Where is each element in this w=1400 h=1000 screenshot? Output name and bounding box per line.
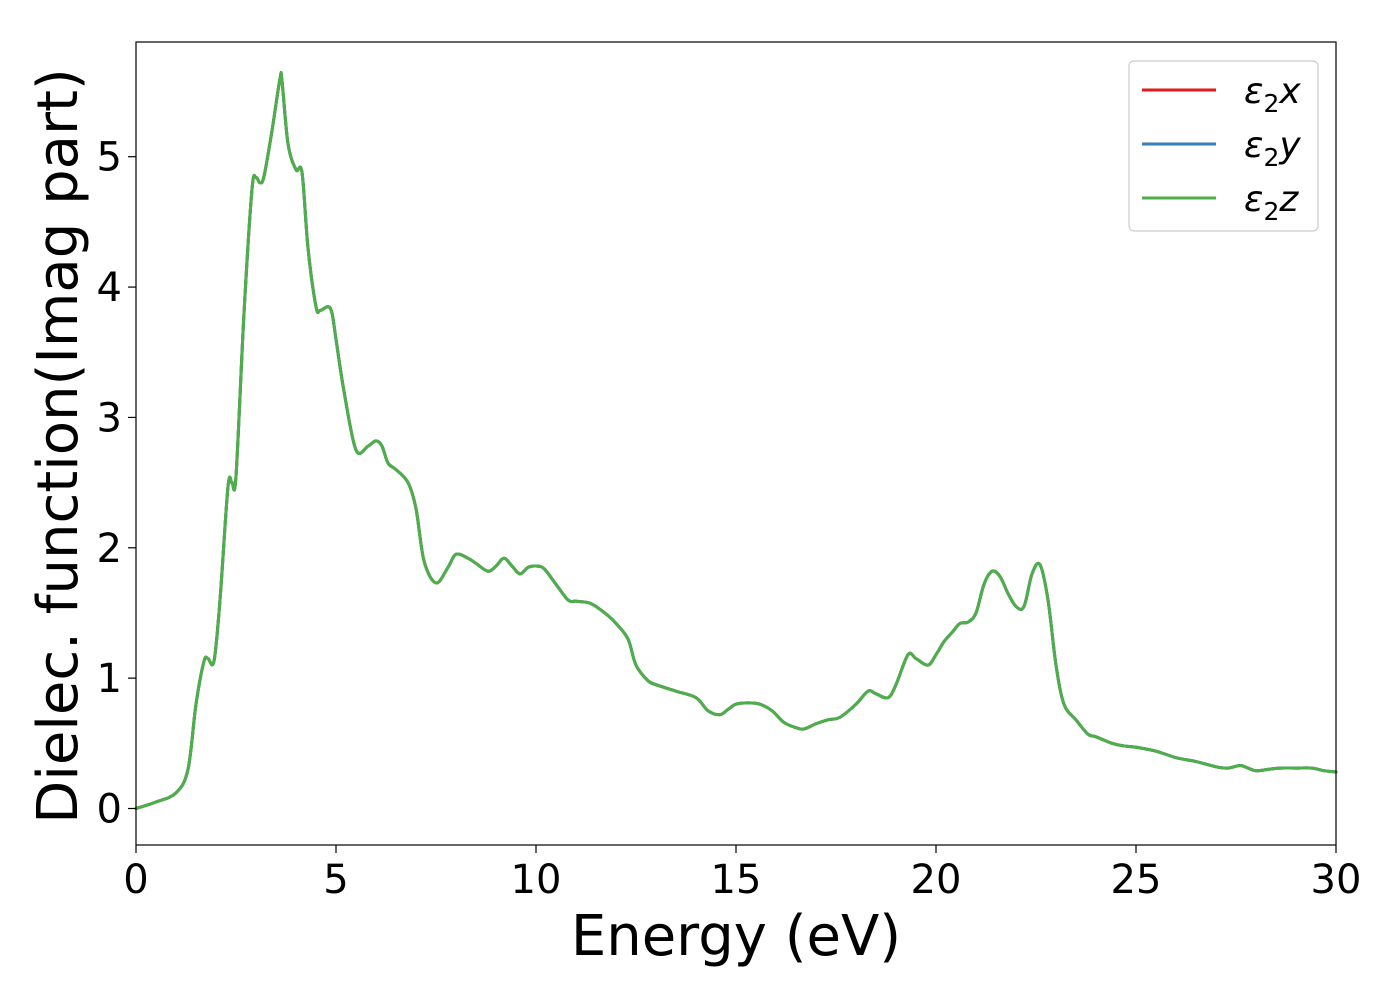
legend-label-base: ε [1244, 125, 1263, 166]
y-tick-label: 5 [97, 135, 122, 181]
legend-label-subscript: 2 [1263, 197, 1279, 226]
legend-label-2: ε2y [1244, 125, 1301, 172]
y-tick-label: 4 [97, 265, 122, 311]
x-tick-label: 5 [323, 857, 348, 903]
x-tick-label: 25 [1111, 857, 1162, 903]
x-axis-ticks: 0 5 10 15 20 25 30 [123, 845, 1361, 903]
y-tick-label: 3 [97, 395, 122, 441]
y-axis-label: Dielec. function(Imag part) [26, 68, 91, 824]
x-tick-label: 20 [911, 857, 962, 903]
y-axis-ticks: 0 1 2 3 4 5 [97, 135, 136, 833]
x-tick-label: 10 [511, 857, 562, 903]
legend-label-base: ε [1244, 71, 1263, 112]
x-tick-label: 30 [1311, 857, 1362, 903]
series-layer [134, 71, 1338, 810]
x-tick-label: 0 [123, 857, 148, 903]
y-tick-label: 0 [97, 787, 122, 833]
y-tick-label: 1 [97, 656, 122, 702]
legend-label-3: ε2z [1244, 179, 1299, 226]
legend-label-suffix: x [1278, 71, 1301, 112]
legend-label-suffix: z [1278, 179, 1299, 220]
legend-label-subscript: 2 [1263, 143, 1279, 172]
legend-label-subscript: 2 [1263, 89, 1279, 118]
legend-label-base: ε [1244, 179, 1263, 220]
x-axis-label: Energy (eV) [571, 904, 901, 969]
legend-label-1: ε2x [1244, 71, 1301, 118]
y-tick-label: 2 [97, 526, 122, 572]
legend-box [1128, 60, 1319, 232]
series-line-3 [134, 71, 1338, 810]
legend-label-suffix: y [1278, 125, 1301, 166]
x-tick-label: 15 [711, 857, 762, 903]
